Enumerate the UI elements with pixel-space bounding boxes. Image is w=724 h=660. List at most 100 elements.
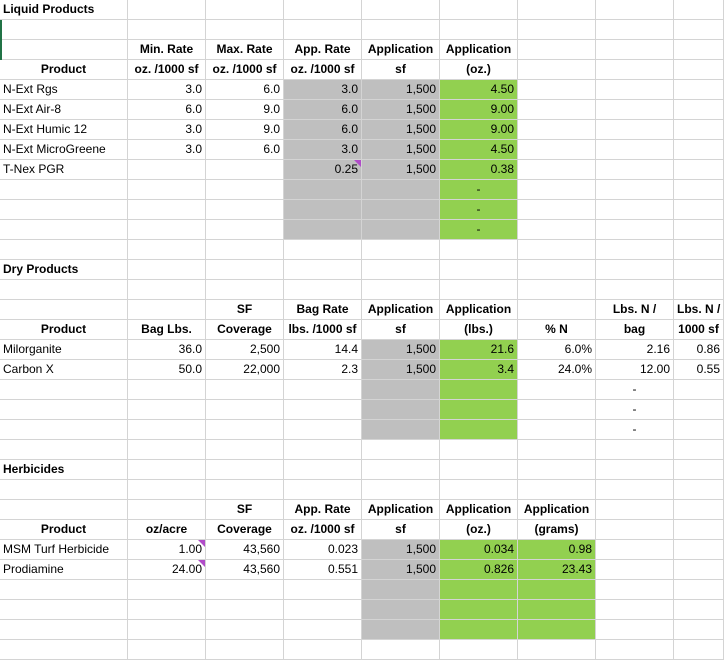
herb-application-oz-cell[interactable]: 0.826 [440,560,518,580]
grid-cell[interactable] [0,300,128,320]
herb-app-rate-cell[interactable]: 0.023 [284,540,362,560]
grid-cell[interactable] [674,560,724,580]
dry-application-sf-cell[interactable] [362,420,440,440]
herb-product-cell[interactable]: MSM Turf Herbicide [0,540,128,560]
header-application-oz[interactable]: Application [440,40,518,60]
dry-application-lbs-cell[interactable]: 21.6 [440,340,518,360]
grid-cell[interactable] [128,500,206,520]
liquid-max-rate-cell[interactable] [206,180,284,200]
dry-bag-lbs-cell[interactable]: 50.0 [128,360,206,380]
herb-application-sf-cell[interactable] [362,580,440,600]
dry-lbs-n-1000-cell[interactable] [674,420,724,440]
grid-cell[interactable] [362,240,440,260]
grid-cell[interactable] [596,520,674,540]
section-title-dry[interactable]: Dry Products [0,260,206,280]
dry-application-lbs-cell[interactable] [440,400,518,420]
grid-cell[interactable] [596,620,674,640]
dry-bag-lbs-cell[interactable] [128,400,206,420]
grid-cell[interactable] [362,480,440,500]
grid-cell[interactable] [284,640,362,660]
grid-cell[interactable] [206,460,284,480]
grid-cell[interactable] [596,280,674,300]
liquid-application-oz-cell[interactable]: 9.00 [440,100,518,120]
grid-cell[interactable] [674,120,724,140]
header-product[interactable]: Product [0,60,128,80]
grid-cell[interactable] [284,440,362,460]
header-lbs-n-bag[interactable]: Lbs. N / [596,300,674,320]
grid-cell[interactable] [0,640,128,660]
dry-pct-n-cell[interactable] [518,380,596,400]
grid-cell[interactable] [128,440,206,460]
grid-cell[interactable] [518,20,596,40]
grid-cell[interactable] [518,100,596,120]
liquid-product-cell[interactable]: N-Ext MicroGreene [0,140,128,160]
grid-cell[interactable] [596,600,674,620]
dry-pct-n-cell[interactable]: 6.0% [518,340,596,360]
grid-cell[interactable] [674,40,724,60]
grid-cell[interactable] [518,260,596,280]
herb-app-rate-cell[interactable]: 0.551 [284,560,362,580]
liquid-application-oz-cell[interactable]: 9.00 [440,120,518,140]
dry-bag-rate-cell[interactable] [284,400,362,420]
dry-pct-n-cell[interactable]: 24.0% [518,360,596,380]
dry-application-lbs-cell[interactable] [440,420,518,440]
grid-cell[interactable] [128,20,206,40]
liquid-min-rate-cell[interactable]: 3.0 [128,120,206,140]
liquid-application-sf-cell[interactable]: 1,500 [362,160,440,180]
herb-oz-acre-cell[interactable]: 24.00 [128,560,206,580]
liquid-app-rate-cell[interactable] [284,200,362,220]
header-application-oz-unit[interactable]: (oz.) [440,520,518,540]
header-application-sf-unit[interactable]: sf [362,520,440,540]
header-pct-n[interactable]: % N [518,320,596,340]
grid-cell[interactable] [518,480,596,500]
grid-cell[interactable] [284,460,362,480]
grid-cell[interactable] [596,0,674,20]
grid-cell[interactable] [284,480,362,500]
grid-cell[interactable] [206,640,284,660]
liquid-min-rate-cell[interactable]: 3.0 [128,80,206,100]
grid-cell[interactable] [518,160,596,180]
grid-cell[interactable] [674,480,724,500]
herb-app-rate-cell[interactable] [284,600,362,620]
herb-oz-acre-cell[interactable] [128,580,206,600]
header-min-rate[interactable]: Min. Rate [128,40,206,60]
grid-cell[interactable] [0,500,128,520]
grid-cell[interactable] [284,240,362,260]
dry-bag-lbs-cell[interactable] [128,420,206,440]
header-application-grams[interactable]: Application [518,500,596,520]
grid-cell[interactable] [674,460,724,480]
herb-product-cell[interactable] [0,600,128,620]
grid-cell[interactable] [596,640,674,660]
liquid-min-rate-cell[interactable] [128,160,206,180]
header-application-sf[interactable]: Application [362,40,440,60]
herb-oz-acre-cell[interactable] [128,600,206,620]
dry-lbs-n-1000-cell[interactable] [674,400,724,420]
liquid-product-cell[interactable] [0,200,128,220]
header-application-sf-unit[interactable]: sf [362,60,440,80]
header-app-rate-unit[interactable]: oz. /1000 sf [284,60,362,80]
grid-cell[interactable] [206,0,284,20]
grid-cell[interactable] [674,580,724,600]
dry-lbs-n-bag-cell[interactable]: - [596,400,674,420]
header-lbs-n-1000[interactable]: Lbs. N / [674,300,724,320]
liquid-app-rate-cell[interactable]: 6.0 [284,100,362,120]
grid-cell[interactable] [362,440,440,460]
grid-cell[interactable] [0,40,128,60]
grid-cell[interactable] [128,300,206,320]
grid-cell[interactable] [518,640,596,660]
grid-cell[interactable] [0,240,128,260]
liquid-min-rate-cell[interactable] [128,180,206,200]
herb-product-cell[interactable] [0,580,128,600]
grid-cell[interactable] [596,460,674,480]
dry-bag-lbs-cell[interactable]: 36.0 [128,340,206,360]
grid-cell[interactable] [440,20,518,40]
header-app-rate-unit[interactable]: oz. /1000 sf [284,520,362,540]
grid-cell[interactable] [362,260,440,280]
grid-cell[interactable] [518,40,596,60]
liquid-application-sf-cell[interactable] [362,220,440,240]
grid-cell[interactable] [674,620,724,640]
grid-cell[interactable] [128,480,206,500]
grid-cell[interactable] [518,280,596,300]
dry-application-sf-cell[interactable] [362,380,440,400]
